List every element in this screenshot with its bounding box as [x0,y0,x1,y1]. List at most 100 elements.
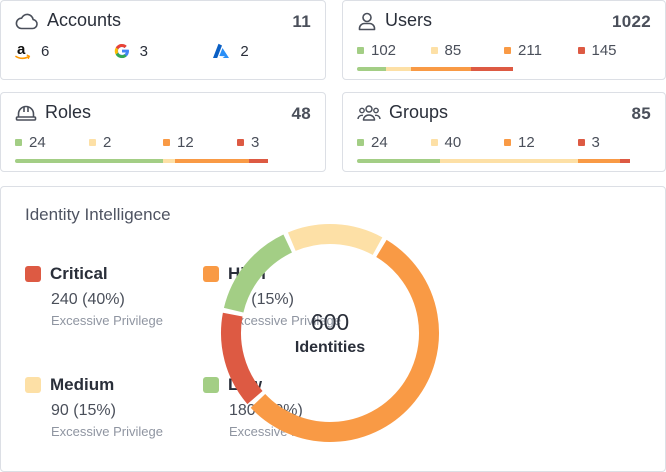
bar-segment-low [15,159,163,163]
legend-medium: 40 [430,134,505,151]
provider-google: 3 [114,42,213,60]
legend-value: 12 [177,134,194,151]
legend-high: 12 [163,134,237,151]
users-title-text: Users [385,10,433,30]
medium-dot [430,139,438,146]
amazon-count: 6 [41,42,50,60]
critical-dot [577,139,585,146]
identity-intelligence-card[interactable]: Identity Intelligence Critical 240 (40%)… [0,186,666,472]
bar-segment-low [357,67,387,71]
accounts-title: Accounts [15,10,121,31]
bar-segment-high [410,67,472,71]
high-dot [504,139,511,146]
donut-segment-low[interactable] [223,234,293,313]
legend-medium: 2 [89,134,163,151]
google-count: 3 [139,42,149,60]
medium-swatch [25,377,41,393]
azure-count: 2 [240,42,249,60]
accounts-count: 11 [292,12,311,31]
legend-value: 3 [251,134,260,151]
bar-segment-critical [249,159,269,163]
high-dot [504,47,511,54]
legend-value: 24 [371,134,388,151]
groups-title-text: Groups [389,102,449,122]
legend-value: 85 [444,42,462,59]
accounts-title-text: Accounts [47,10,122,30]
svg-text:a: a [17,42,26,58]
users-risk-bar [357,67,651,71]
level-name: Critical [50,264,108,283]
bar-segment-medium [163,159,176,163]
users-count: 1022 [611,12,651,31]
legend-high: 12 [504,134,578,151]
legend-value: 3 [591,134,600,151]
legend-medium: 85 [430,42,505,59]
level-subtitle: Excessive Privilege [51,424,163,439]
groups-risk-bar [357,159,651,163]
level-value: 240 (40%) [51,291,125,308]
low-dot [357,47,364,54]
identity-donut-chart [221,224,439,442]
legend-high: 211 [504,42,578,59]
roles-risk-bar [15,159,311,163]
provider-amazon: a 6 [15,42,114,60]
donut-segment-critical[interactable] [221,312,263,405]
low-dot [357,139,364,146]
legend-value: 24 [29,134,46,151]
users-title: Users [357,10,432,31]
level-subtitle: Excessive Privilege [51,313,163,328]
provider-list: a 6 3 [15,42,311,60]
legend-critical: 145 [577,42,652,59]
legend-low: 102 [357,42,431,59]
critical-dot [577,47,585,54]
groups-card[interactable]: Groups 85 24 40 12 3 [342,92,666,172]
level-critical[interactable]: Critical 240 (40%) Excessive Privilege [25,264,195,328]
groups-legend: 24 40 12 3 [357,134,651,151]
legend-critical: 3 [237,134,311,151]
legend-critical: 3 [577,134,652,151]
roles-card[interactable]: Roles 48 24 2 12 3 [0,92,326,172]
level-name: Medium [50,375,115,394]
bar-segment-medium [386,67,411,71]
legend-value: 102 [371,42,397,59]
provider-azure: 2 [212,42,311,60]
level-value: 90 (15%) [51,402,116,419]
legend-low: 24 [15,134,89,151]
roles-title-text: Roles [45,102,92,122]
users-card[interactable]: Users 1022 102 85 211 145 [342,0,666,80]
groups-count: 85 [631,104,651,123]
low-dot [15,139,22,146]
bar-segment-critical [471,67,514,71]
critical-dot [237,139,244,146]
medium-dot [89,139,96,146]
bar-segment-medium [439,159,579,163]
bar-segment-low [357,159,440,163]
bar-segment-critical [619,159,631,163]
donut-segment-medium[interactable] [287,224,383,256]
legend-value: 145 [591,42,617,59]
level-subtitle: Excessive Privilege [229,313,341,328]
hard-hat-icon [15,104,37,122]
legend-value: 211 [518,42,542,59]
low-swatch [203,377,219,393]
accounts-card[interactable]: Accounts 11 a 6 3 [0,0,326,80]
amazon-icon: a [15,42,31,60]
group-icon [357,104,381,122]
bar-segment-high [175,159,250,163]
groups-title: Groups [357,102,448,123]
high-dot [163,139,170,146]
high-swatch [203,266,219,282]
azure-icon [212,43,230,59]
users-legend: 102 85 211 145 [357,42,651,59]
cloud-icon [15,12,39,30]
medium-dot [430,47,438,54]
identity-intelligence-title: Identity Intelligence [25,205,171,224]
roles-legend: 24 2 12 3 [15,134,311,151]
google-icon [114,43,130,59]
legend-value: 2 [103,134,112,151]
critical-swatch [25,266,41,282]
legend-low: 24 [357,134,431,151]
level-medium[interactable]: Medium 90 (15%) Excessive Privilege [25,375,195,439]
donut-segment-high[interactable] [250,239,439,442]
bar-segment-high [578,159,620,163]
